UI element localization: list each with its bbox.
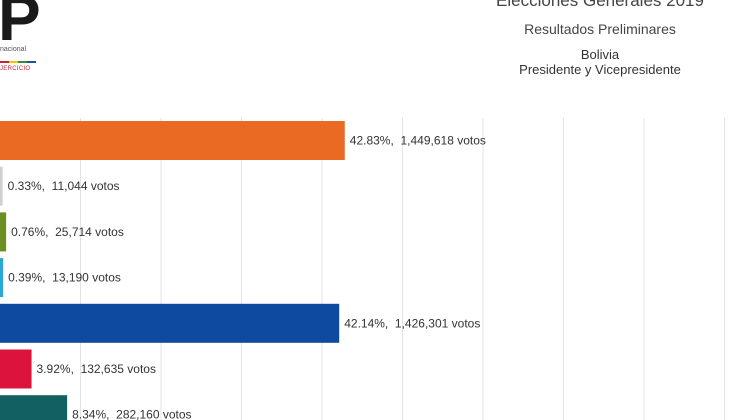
logo-text-bottom: JERCICIO <box>0 66 31 72</box>
bar-label: 0.76%, 25,714 votos <box>11 225 124 239</box>
logo-stripe <box>18 61 27 63</box>
bar <box>0 258 4 298</box>
bar-label: 0.33%, 11,044 votos <box>8 179 120 193</box>
bar-label: 42.83%, 1,449,618 votos <box>350 134 486 148</box>
bar <box>0 166 3 206</box>
logo-letter: P <box>0 0 41 54</box>
chart-title: Elecciones Generales 2019 <box>496 0 704 10</box>
bar-label: 0.39%, 13,190 votos <box>8 271 121 285</box>
bar-label: 3.92%, 132,635 votos <box>37 362 156 376</box>
bars: 42.83%, 1,449,618 votos 0.33%, 11,044 vot… <box>0 121 486 420</box>
grid <box>80 118 725 420</box>
logo-stripes <box>0 61 36 63</box>
country-label: Bolivia <box>580 47 620 62</box>
logo-text-top: nacional <box>0 46 27 53</box>
logo-stripe <box>9 61 18 63</box>
bar-label: 42.14%, 1,426,301 votos <box>344 316 480 330</box>
logo-stripe <box>27 61 36 63</box>
bar-label: 8.34%, 282,160 votos <box>72 408 191 420</box>
chart-subtitle: Resultados Preliminares <box>524 21 676 37</box>
bar <box>0 349 32 389</box>
office-label: Presidente y Vicepresidente <box>519 62 681 77</box>
bar <box>0 303 340 343</box>
bar <box>0 212 7 252</box>
bar <box>0 395 68 420</box>
logo: P nacional JERCICIO <box>0 0 60 85</box>
bar <box>0 121 345 160</box>
logo-stripe <box>0 61 9 63</box>
